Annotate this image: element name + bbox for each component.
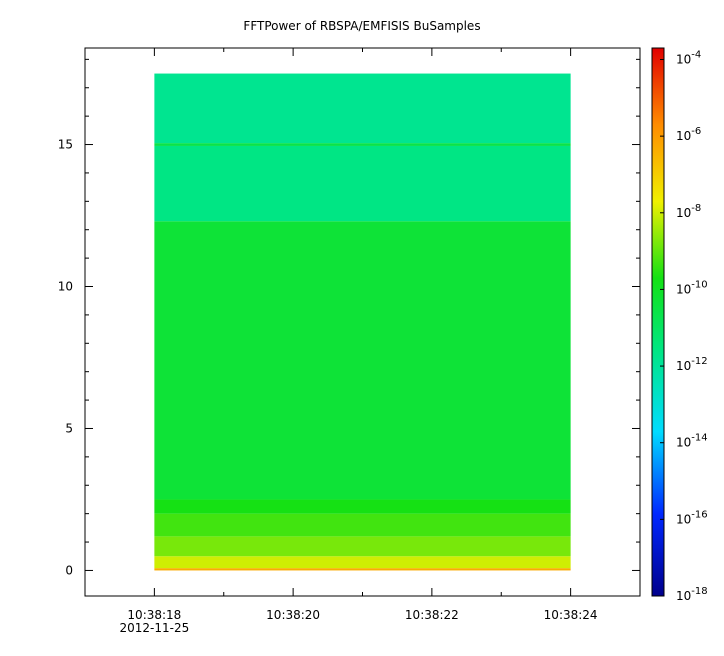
colorbar-tick-label: 10-14 xyxy=(676,433,708,450)
y-tick-label: 5 xyxy=(65,421,73,435)
colorbar-tick-label: 10-10 xyxy=(676,279,708,296)
heatmap xyxy=(154,73,571,571)
heatmap-band-8 xyxy=(154,73,571,144)
heatmap-band-2 xyxy=(154,536,571,557)
colorbar-tick-label: 10-12 xyxy=(676,356,708,373)
y-tick-label: 0 xyxy=(65,563,73,577)
y-axis: 0 5 10 15 xyxy=(58,58,640,577)
heatmap-band-4 xyxy=(154,499,571,514)
colorbar: 10-4 10-6 10-8 10-10 10-12 10-14 10-16 10-18 xyxy=(651,47,708,603)
colorbar-tick-label: 10-16 xyxy=(676,509,708,526)
heatmap-band-7 xyxy=(154,143,571,146)
x-tick-label: 10:38:24 xyxy=(544,608,598,622)
heatmap-band-0 xyxy=(154,568,571,571)
colorbar-gradient xyxy=(651,47,665,597)
heatmap-band-1 xyxy=(154,556,571,569)
colorbar-tick-label: 10-6 xyxy=(676,126,701,143)
colorbar-tick-label: 10-4 xyxy=(676,49,701,66)
x-tick-date-label: 2012-11-25 xyxy=(120,621,190,635)
colorbar-ticks: 10-4 10-6 10-8 10-10 10-12 10-14 10-16 10-18 xyxy=(660,49,708,603)
x-tick-label: 10:38:20 xyxy=(266,608,320,622)
y-tick-label: 10 xyxy=(58,280,73,294)
colorbar-tick-label: 10-8 xyxy=(676,203,701,220)
heatmap-band-6 xyxy=(154,145,571,222)
chart-title: FFTPower of RBSPA/EMFISIS BuSamples xyxy=(243,19,480,33)
heatmap-band-3 xyxy=(154,513,571,537)
heatmap-band-5 xyxy=(154,221,571,500)
x-tick-label: 10:38:22 xyxy=(405,608,459,622)
colorbar-tick-label: 10-18 xyxy=(676,586,708,603)
plot-area xyxy=(84,47,641,597)
x-tick-label: 10:38:18 xyxy=(127,608,181,622)
y-tick-label: 15 xyxy=(58,138,73,152)
